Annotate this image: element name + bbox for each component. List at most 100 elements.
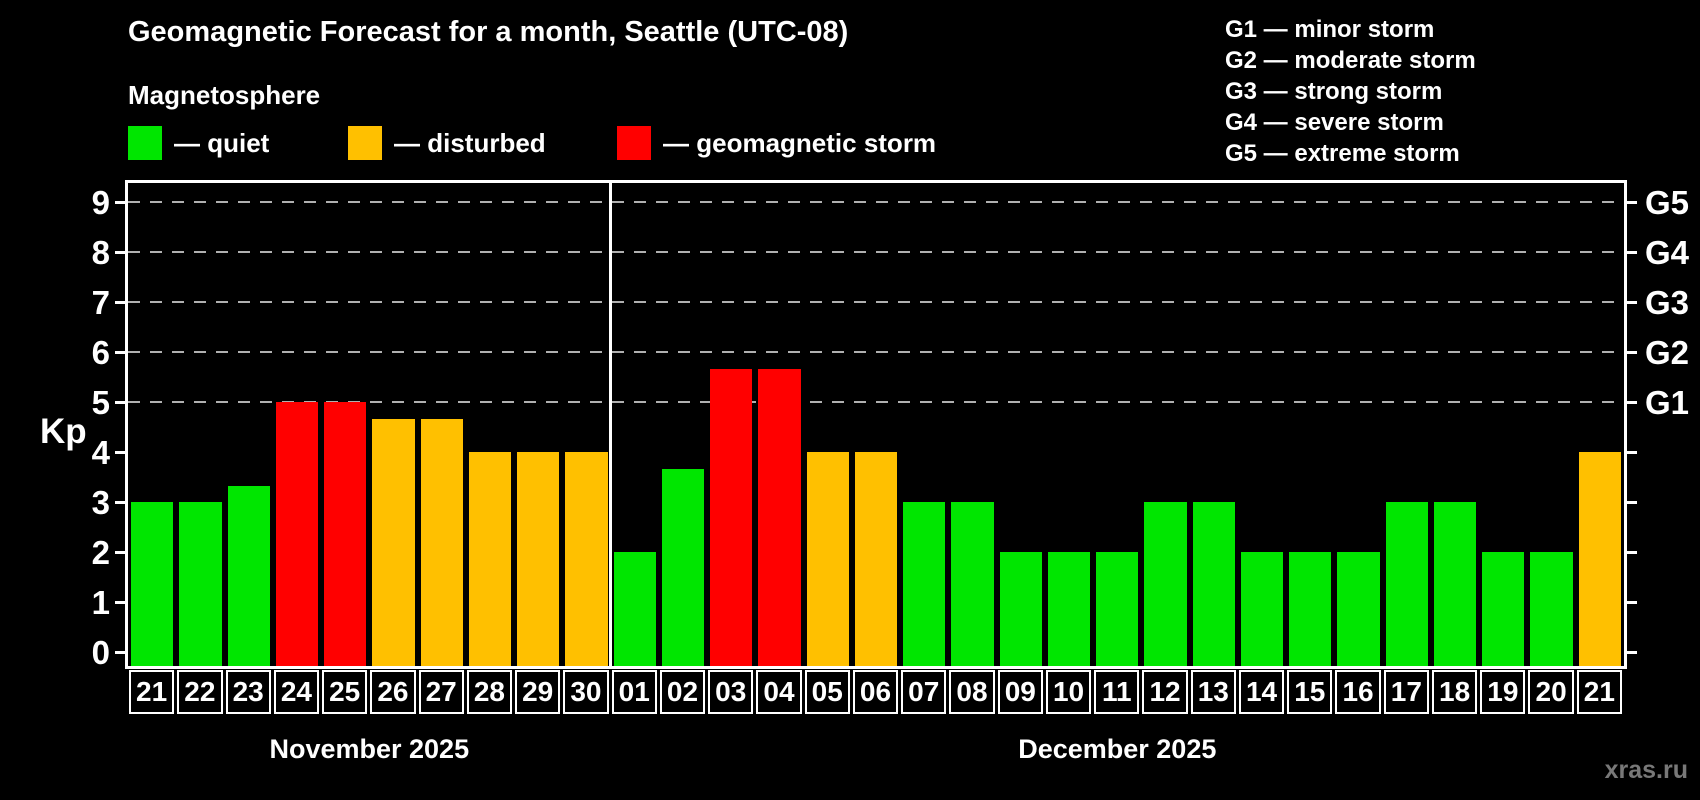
date-cell: 22	[177, 670, 223, 714]
kp-bar	[1433, 502, 1477, 666]
watermark: xras.ru	[1604, 756, 1688, 784]
date-cell: 12	[1142, 670, 1188, 714]
date-cell: 21	[129, 670, 175, 714]
disturbed-swatch	[348, 126, 382, 160]
date-cell: 09	[997, 670, 1043, 714]
quiet-swatch	[128, 126, 162, 160]
kp-bar	[517, 452, 560, 666]
y-axis-tick-left	[115, 550, 125, 554]
y-axis-tick-right	[1627, 400, 1637, 404]
y-axis-tick-left	[115, 450, 125, 454]
g-legend-line-1: G1 — minor storm	[1225, 16, 1435, 43]
date-cell: 21	[1576, 670, 1622, 714]
kp-bar	[372, 418, 415, 666]
y-axis-tick-right	[1627, 650, 1637, 654]
date-cell: 14	[1238, 670, 1285, 714]
date-cell: 19	[1480, 670, 1526, 714]
y-axis-tick-right	[1627, 300, 1637, 304]
y-axis-tick-left	[115, 650, 125, 654]
kp-bar	[324, 402, 367, 666]
kp-bar	[1482, 552, 1525, 666]
storm-label: — geomagnetic storm	[663, 128, 937, 158]
kp-bar	[710, 368, 753, 666]
date-cell: 15	[1287, 670, 1333, 714]
date-cell: 03	[708, 670, 754, 714]
date-cell: 26	[370, 670, 416, 714]
disturbed-label: — disturbed	[394, 128, 546, 158]
kp-bar	[806, 452, 849, 666]
quiet-label: — quiet	[174, 128, 270, 158]
y-axis-tick-left	[115, 200, 125, 204]
kp-bar	[179, 502, 222, 666]
date-cell: 29	[515, 670, 561, 714]
g-legend-line-2: G2 — moderate storm	[1225, 47, 1476, 74]
date-cell: 28	[466, 670, 513, 714]
kp-bar	[1578, 452, 1621, 666]
y-axis-tick-label: 9	[91, 183, 110, 221]
y-axis-tick-left	[115, 500, 125, 504]
magnetosphere-label: Magnetosphere	[128, 80, 321, 110]
plot-area	[125, 180, 1627, 669]
y-axis-tick-left	[115, 350, 125, 354]
y-axis-tick-left	[115, 300, 125, 304]
kp-bar	[1096, 552, 1139, 666]
g-axis-label: G4	[1645, 233, 1690, 271]
chart-title: Geomagnetic Forecast for a month, Seattl…	[128, 16, 849, 48]
kp-bar	[1240, 552, 1284, 666]
kp-bar	[951, 502, 994, 666]
kp-bar	[1530, 552, 1573, 666]
kp-bar	[420, 418, 463, 666]
y-axis-tick-label: 0	[91, 633, 110, 671]
y-axis-tick-left	[115, 250, 125, 254]
date-cell: 05	[804, 670, 850, 714]
grid-line-kp7	[128, 301, 1624, 303]
kp-bar	[275, 402, 319, 666]
kp-bar	[1289, 552, 1332, 666]
date-cell: 02	[659, 670, 706, 714]
date-cell: 13	[1190, 670, 1236, 714]
date-cell: 16	[1335, 670, 1381, 714]
month-label: December 2025	[1018, 734, 1217, 764]
date-cell: 20	[1528, 670, 1574, 714]
y-axis-tick-label: 7	[91, 283, 110, 321]
kp-bar	[1192, 502, 1235, 666]
y-axis-tick-label: 3	[91, 483, 110, 521]
kp-bar	[1047, 552, 1091, 666]
g-axis-label: G2	[1645, 333, 1690, 371]
kp-bar	[565, 452, 608, 666]
g-axis-label: G3	[1645, 283, 1690, 321]
kp-bar	[131, 502, 174, 666]
y-axis-tick-right	[1627, 450, 1637, 454]
y-axis-tick-right	[1627, 250, 1637, 254]
kp-bar	[1385, 502, 1428, 666]
y-axis-tick-label: 6	[91, 333, 110, 371]
storm-swatch	[617, 126, 651, 160]
kp-bar	[227, 485, 270, 666]
y-axis-tick-right	[1627, 500, 1637, 504]
g-scale-legend: G1 — minor storm G2 — moderate storm G3 — …	[1225, 14, 1476, 169]
kp-bar	[468, 452, 512, 666]
y-axis-tick-right	[1627, 600, 1637, 604]
date-cell: 17	[1383, 670, 1429, 714]
y-axis-tick-left	[115, 400, 125, 404]
y-axis-tick-label: 4	[91, 433, 110, 471]
date-cell: 27	[418, 670, 464, 714]
y-axis-title: Kp	[40, 412, 87, 451]
date-cell: 30	[563, 670, 609, 714]
date-cell: 01	[611, 670, 657, 714]
date-cell: 07	[901, 670, 947, 714]
y-axis-tick-right	[1627, 550, 1637, 554]
date-cell: 11	[1094, 670, 1140, 714]
g-axis-label: G5	[1645, 183, 1690, 221]
kp-bar	[661, 468, 705, 666]
kp-bar	[758, 368, 801, 666]
g-legend-line-5: G5 — extreme storm	[1225, 140, 1460, 167]
y-axis-tick-right	[1627, 350, 1637, 354]
y-axis-tick-left	[115, 600, 125, 604]
grid-line-kp5	[128, 401, 1624, 403]
date-cell: 04	[756, 670, 802, 714]
month-label: November 2025	[269, 734, 470, 764]
grid-line-kp9	[128, 201, 1624, 203]
kp-bar	[1144, 502, 1187, 666]
